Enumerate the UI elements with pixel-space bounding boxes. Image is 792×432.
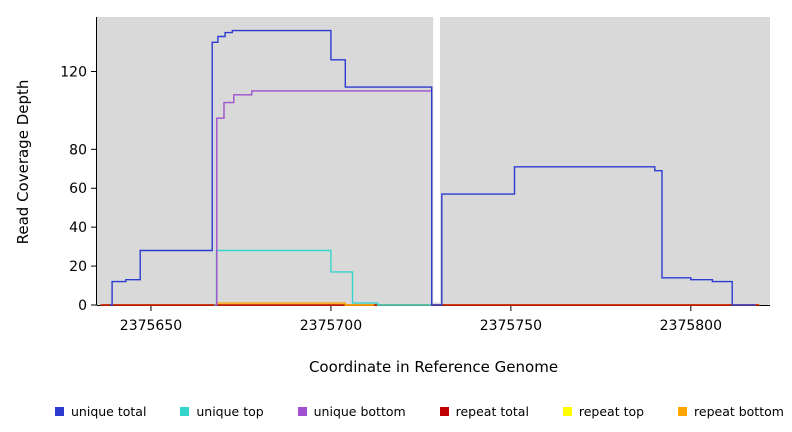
y-tick-label: 60: [69, 181, 87, 197]
series-line-unique-total: [110, 29, 756, 306]
legend-label-unique-bottom: unique bottom: [313, 403, 406, 419]
legend-label-repeat-bottom: repeat bottom: [694, 403, 784, 419]
legend-swatch-unique-top: [180, 406, 190, 416]
legend-swatch-unique-total: [55, 406, 64, 416]
legend-item-unique-total: unique total: [55, 404, 146, 419]
legend-swatch-unique-bottom: [297, 406, 307, 416]
legend-item-unique-bottom: unique bottom: [297, 403, 406, 419]
legend-swatch-repeat-bottom: [678, 406, 688, 416]
no-data-gap: [433, 17, 440, 303]
legend-label-unique-total: unique total: [71, 403, 147, 419]
legend-swatch-repeat-top: [562, 406, 572, 416]
y-tick-label: 40: [69, 220, 87, 236]
y-axis-title: Read Coverage Depth: [14, 79, 32, 245]
x-axis-title: Coordinate in Reference Genome: [308, 358, 559, 376]
x-tick-label: 2375650: [120, 318, 182, 334]
legend-swatch-repeat-total: [439, 406, 449, 416]
legend-item-repeat-total: repeat total: [439, 403, 529, 419]
legend-label-repeat-total: repeat total: [455, 403, 529, 419]
legend-item-unique-top: unique top: [180, 403, 264, 419]
x-tick-label: 2375700: [300, 318, 362, 334]
y-tick-label: 0: [78, 298, 87, 314]
legend-label-repeat-top: repeat top: [578, 403, 645, 419]
legend-item-repeat-bottom: repeat bottom: [678, 404, 784, 419]
y-tick-label: 80: [69, 142, 87, 158]
y-tick-label: 120: [60, 64, 87, 80]
legend-item-repeat-top: repeat top: [562, 403, 645, 419]
legend: unique total unique top unique bottom repea…: [55, 400, 784, 422]
y-tick-label: 20: [69, 259, 87, 275]
x-tick-label: 2375800: [660, 318, 722, 334]
legend-label-unique-top: unique top: [196, 403, 264, 419]
x-tick-label: 2375750: [480, 318, 542, 334]
